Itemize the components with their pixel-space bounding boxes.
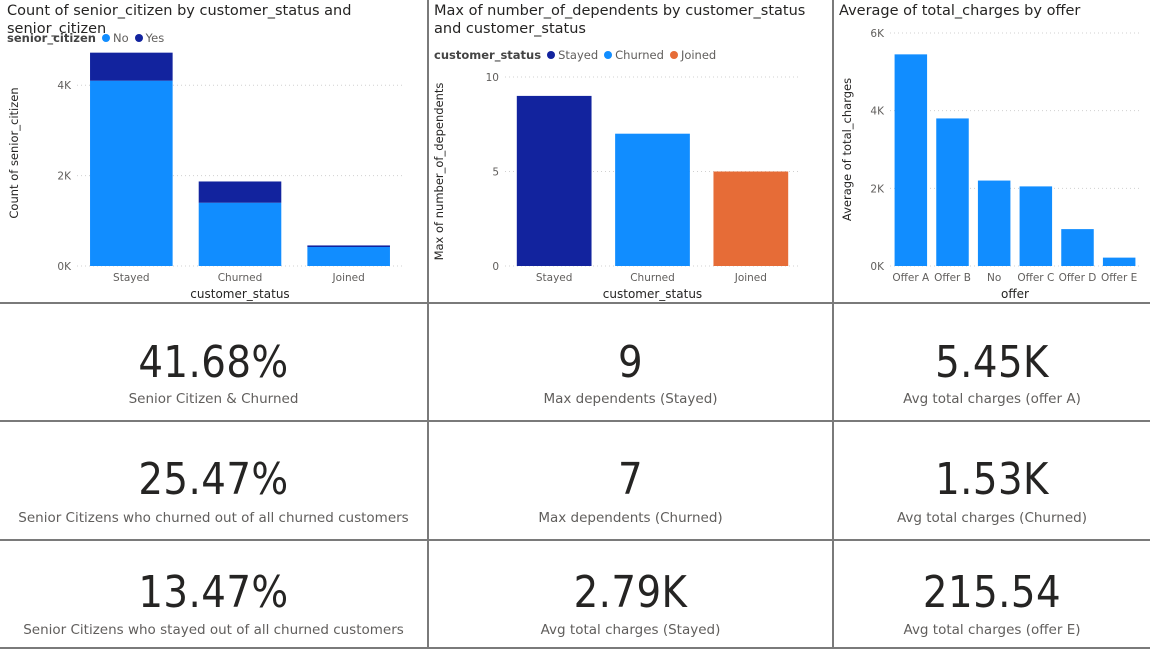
- kpi-value: 41.68%: [138, 337, 289, 388]
- bar: [936, 118, 969, 266]
- x-tick-label: Offer C: [1017, 272, 1054, 284]
- legend-title: customer_status: [434, 48, 542, 62]
- y-axis-title: Average of total_charges: [840, 78, 854, 221]
- legend-item-stayed[interactable]: Stayed: [547, 48, 598, 62]
- bar: [977, 180, 1011, 266]
- bar-no: [198, 202, 282, 266]
- kpi-card[interactable]: 2.79K Avg total charges (Stayed): [427, 539, 834, 649]
- bar-no: [307, 247, 390, 266]
- legend-title: senior_citizen: [7, 31, 96, 45]
- x-axis-title: customer_status: [190, 287, 289, 301]
- bar: [713, 171, 789, 266]
- chart-panel-senior-citizen[interactable]: Count of senior_citizen by customer_stat…: [0, 0, 429, 304]
- kpi-value: 13.47%: [138, 567, 289, 618]
- legend-label: Stayed: [558, 48, 599, 62]
- kpi-card[interactable]: 9 Max dependents (Stayed): [427, 302, 834, 422]
- y-tick-label: 0: [492, 261, 499, 273]
- chart-plot-senior-citizen: 0K 2K 4K Stayed Churned Joined customer_status…: [7, 52, 403, 301]
- kpi-label: Senior Citizen & Churned: [128, 391, 299, 407]
- y-axis-title: Count of senior_citizen: [7, 87, 21, 218]
- legend-label: Joined: [680, 48, 717, 62]
- legend-dot: [547, 51, 556, 59]
- legend-label: Yes: [145, 31, 165, 45]
- bar-yes: [307, 245, 390, 248]
- kpi-label: Max dependents (Stayed): [543, 391, 718, 407]
- legend-dot: [134, 34, 143, 42]
- kpi-value: 215.54: [922, 567, 1062, 618]
- y-tick-label: 2K: [870, 183, 885, 195]
- kpi-value: 1.53K: [935, 454, 1049, 505]
- x-tick-label: Joined: [332, 272, 365, 284]
- bar-no: [90, 80, 173, 267]
- kpi-label: Senior Citizens who churned out of all c…: [18, 510, 409, 526]
- x-tick-label: Offer A: [892, 272, 930, 284]
- bar: [1102, 257, 1136, 266]
- kpi-card[interactable]: 215.54 Avg total charges (offer E): [832, 539, 1150, 649]
- kpi-card[interactable]: 41.68% Senior Citizen & Churned: [0, 302, 429, 422]
- legend-label: No: [112, 31, 129, 45]
- x-tick-label: No: [987, 272, 1001, 284]
- kpi-card[interactable]: 5.45K Avg total charges (offer A): [832, 302, 1150, 422]
- x-tick-label: Offer B: [934, 272, 971, 284]
- kpi-card[interactable]: 13.47% Senior Citizens who stayed out of…: [0, 539, 429, 649]
- kpi-value: 9: [617, 337, 644, 388]
- bar-yes: [90, 52, 173, 81]
- chart-title: Count of senior_citizen by customer_stat…: [7, 3, 352, 37]
- chart-legend: customer_status Stayed Churned Joined: [434, 48, 722, 62]
- bar: [1061, 229, 1094, 266]
- y-tick-label: 6K: [870, 28, 885, 40]
- y-axis-title: Max of number_of_dependents: [432, 83, 446, 261]
- y-tick-label: 5: [492, 167, 499, 179]
- x-tick-label: Offer D: [1059, 272, 1097, 284]
- legend-item-yes[interactable]: Yes: [134, 31, 165, 45]
- legend-dot: [669, 51, 678, 59]
- chart-plot-offer-charges: 0K 2K 4K 6K Offer A Offer B No Offer C Offer D Of…: [840, 28, 1140, 301]
- bar: [1019, 186, 1053, 266]
- y-tick-label: 0K: [870, 261, 885, 273]
- x-tick-label: Churned: [218, 272, 263, 284]
- kpi-card[interactable]: 25.47% Senior Citizens who churned out o…: [0, 420, 429, 541]
- bar: [615, 133, 690, 266]
- kpi-label: Avg total charges (Churned): [896, 510, 1088, 526]
- bar: [894, 54, 928, 266]
- y-tick-label: 4K: [870, 106, 885, 118]
- legend-item-churned[interactable]: Churned: [604, 48, 664, 62]
- kpi-label: Avg total charges (offer A): [903, 391, 1081, 407]
- x-axis-title: offer: [1001, 287, 1029, 301]
- chart-legend: senior_citizen No Yes: [7, 31, 170, 45]
- kpi-card[interactable]: 7 Max dependents (Churned): [427, 420, 834, 541]
- x-tick-label: Joined: [734, 272, 767, 284]
- legend-dot: [604, 51, 613, 59]
- kpi-label: Senior Citizens who stayed out of all ch…: [23, 622, 404, 638]
- legend-item-joined[interactable]: Joined: [669, 48, 717, 62]
- y-tick-label: 2K: [57, 171, 72, 183]
- x-tick-label: Stayed: [113, 272, 150, 284]
- chart-title: Max of number_of_dependents by customer_…: [434, 3, 806, 37]
- y-tick-label: 4K: [57, 80, 72, 92]
- kpi-label: Avg total charges (Stayed): [540, 622, 721, 638]
- kpi-value: 2.79K: [573, 567, 688, 618]
- chart-plot-dependents: 0 5 10 Stayed Churned Joined customer_status Ma…: [432, 72, 800, 301]
- y-tick-label: 0K: [57, 261, 72, 273]
- kpi-label: Max dependents (Churned): [538, 510, 723, 526]
- kpi-value: 7: [617, 454, 644, 505]
- chart-panel-dependents[interactable]: Max of number_of_dependents by customer_…: [427, 0, 834, 304]
- legend-dot: [101, 34, 110, 42]
- bar-yes: [198, 181, 282, 203]
- kpi-label: Avg total charges (offer E): [903, 622, 1081, 638]
- y-tick-label: 10: [486, 72, 499, 84]
- x-tick-label: Offer E: [1101, 272, 1137, 284]
- x-tick-label: Churned: [630, 272, 675, 284]
- chart-panel-offer-charges[interactable]: Average of total_charges by offer 0K 2K 4K…: [832, 0, 1150, 304]
- chart-title: Average of total_charges by offer: [839, 3, 1081, 19]
- bar: [516, 95, 592, 267]
- legend-label: Churned: [615, 48, 664, 62]
- x-axis-title: customer_status: [603, 287, 702, 301]
- kpi-card[interactable]: 1.53K Avg total charges (Churned): [832, 420, 1150, 541]
- kpi-value: 5.45K: [935, 337, 1049, 388]
- legend-item-no[interactable]: No: [101, 31, 129, 45]
- kpi-value: 25.47%: [138, 454, 289, 505]
- x-tick-label: Stayed: [536, 272, 573, 284]
